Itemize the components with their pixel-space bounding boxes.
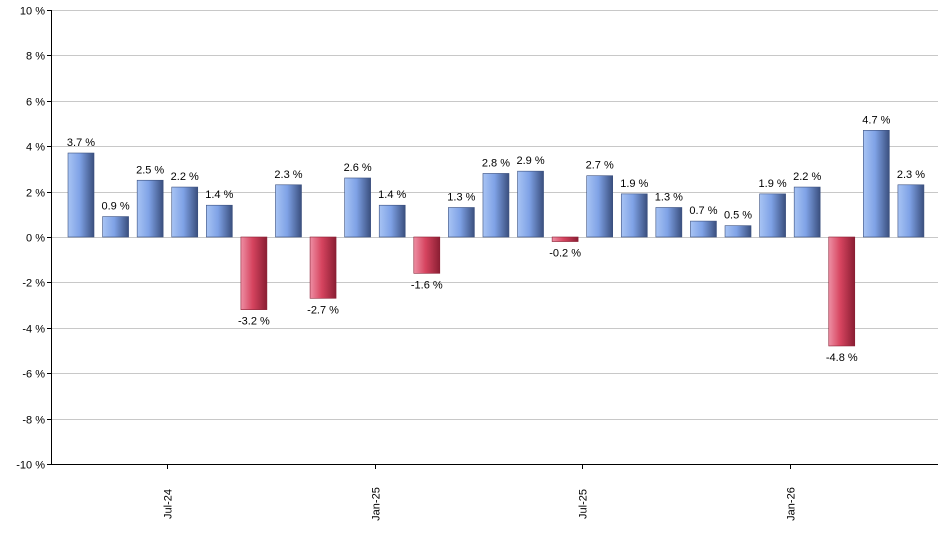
data-label: 2.8 %	[482, 157, 510, 169]
data-label: 2.7 %	[586, 160, 614, 172]
x-axis-tick-labels: Jul-24 Jan-25 Jul-25 Jan-26	[163, 464, 798, 521]
y-tick-label: -4 %	[22, 324, 45, 336]
y-tick-label: 10 %	[20, 6, 45, 18]
y-tick-label: -10 %	[16, 460, 45, 472]
x-tick-label: Jul-24	[163, 489, 175, 519]
data-label: -4.8 %	[826, 352, 858, 364]
data-label: -0.2 %	[549, 248, 581, 260]
data-label: 3.7 %	[67, 137, 95, 149]
bar	[551, 236, 579, 242]
bar	[275, 184, 302, 238]
bar	[517, 170, 544, 238]
bar	[413, 236, 441, 274]
y-tick-label: 4 %	[26, 142, 45, 154]
x-tick-label: Jan-25	[371, 487, 383, 521]
y-tick-label: -2 %	[22, 278, 45, 290]
data-label: 1.3 %	[447, 191, 475, 203]
y-axis-tick-labels: 10 % 8 % 6 % 4 % 2 % 0 % -2 % -4 % -6 % -8 % -10 %	[16, 6, 45, 472]
bar	[448, 207, 475, 238]
bar	[171, 186, 199, 238]
x-tick-label: Jan-26	[786, 487, 798, 521]
bar	[67, 152, 95, 238]
data-label: 4.7 %	[862, 114, 890, 126]
data-label: -3.2 %	[238, 316, 270, 328]
bar	[102, 216, 129, 238]
data-label: -2.7 %	[307, 304, 339, 316]
y-tick-label: -6 %	[22, 369, 45, 381]
data-label: 1.9 %	[620, 178, 648, 190]
grid-lines	[47, 10, 938, 465]
bar	[620, 193, 648, 238]
bar	[863, 130, 890, 238]
data-label: 0.9 %	[102, 201, 130, 213]
bar	[378, 204, 406, 238]
x-tick-label: Jul-25	[578, 489, 590, 519]
data-label: 0.5 %	[724, 210, 752, 222]
data-label: 2.5 %	[136, 164, 164, 176]
y-tick-label: 2 %	[26, 188, 45, 200]
bar	[690, 220, 717, 238]
bar	[240, 236, 268, 310]
bar	[206, 204, 233, 238]
bar	[136, 179, 164, 238]
bar	[309, 236, 337, 299]
y-tick-label: 8 %	[26, 51, 45, 63]
data-label: 2.3 %	[897, 169, 925, 181]
y-tick-label: 6 %	[26, 97, 45, 109]
bar	[897, 184, 925, 238]
bar	[793, 186, 821, 238]
data-label: 1.4 %	[205, 189, 233, 201]
bar	[344, 177, 371, 238]
bar	[828, 236, 856, 347]
bar	[482, 173, 510, 238]
y-tick-label: 0 %	[26, 233, 45, 245]
bar	[586, 175, 614, 238]
bars	[67, 130, 925, 347]
data-label: 2.9 %	[516, 155, 544, 167]
bar	[759, 193, 786, 238]
data-label: 2.3 %	[274, 169, 302, 181]
data-label: 2.2 %	[793, 171, 821, 183]
data-label: 0.7 %	[689, 205, 717, 217]
data-label: 2.2 %	[171, 171, 199, 183]
data-label: -1.6 %	[411, 279, 443, 291]
data-labels: 3.7 % 0.9 % 2.5 % 2.2 % 1.4 % -3.2 % 2.3 % -2.7…	[67, 114, 925, 364]
y-tick-label: -8 %	[22, 415, 45, 427]
data-label: 2.6 %	[344, 162, 372, 174]
data-label: 1.4 %	[378, 189, 406, 201]
bar	[655, 207, 683, 238]
bar	[724, 225, 752, 238]
data-label: 1.9 %	[759, 178, 787, 190]
data-label: 1.3 %	[655, 191, 683, 203]
